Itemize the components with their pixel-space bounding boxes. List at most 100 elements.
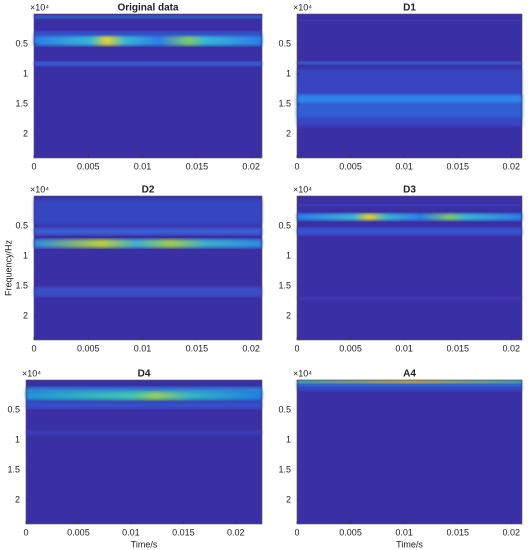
- spectrogram-band: [34, 35, 262, 46]
- spectrogram-band: [26, 387, 262, 395]
- y-tick-label: 2: [23, 128, 28, 138]
- spectrogram-band: [297, 103, 522, 118]
- panel-title: D1: [403, 3, 416, 14]
- x-axis-label: Time/s: [396, 539, 423, 549]
- spectrogram-band: [34, 15, 262, 19]
- x-tick-label: 0.02: [227, 527, 245, 537]
- plot-frame: [296, 13, 523, 159]
- x-tick-label: 0.02: [503, 343, 521, 353]
- y-tick-label: 0.5: [15, 220, 28, 230]
- x-tick-label: 0.005: [77, 343, 100, 353]
- plot-frame: [33, 195, 263, 341]
- x-tick-label: 0.01: [395, 161, 413, 171]
- y-tick-label: 0.5: [7, 404, 20, 414]
- y-tick-label: 2: [286, 310, 291, 320]
- y-tick-label: 1.5: [278, 280, 291, 290]
- x-tick-label: 0: [294, 527, 299, 537]
- plot-frame: [25, 379, 263, 525]
- spectrogram-band: [297, 19, 522, 22]
- axis-exponent: ×10⁴: [22, 368, 41, 378]
- x-tick-label: 0.015: [186, 161, 209, 171]
- panel: A4 ×10⁴ 0.5 1 1.5 2 0 0.005 0.01 0.015 0.02 Time/s: [278, 368, 523, 549]
- spectrogram-band: [297, 296, 522, 300]
- x-tick-label: 0.005: [339, 527, 362, 537]
- x-tick-label: 0: [31, 161, 36, 171]
- x-tick-label: 0.015: [446, 343, 469, 353]
- x-tick-label: 0.015: [446, 161, 469, 171]
- spectrogram-band: [297, 94, 522, 104]
- x-tick-label: 0.02: [503, 527, 521, 537]
- plot-frame: [296, 195, 523, 341]
- spectrogram-band: [297, 204, 522, 207]
- y-tick-label: 1.5: [7, 464, 20, 474]
- y-tick-label: 1.5: [278, 464, 291, 474]
- spectrogram-band: [297, 213, 522, 221]
- y-tick-label: 0.5: [278, 38, 291, 48]
- spectrogram-band: [34, 227, 262, 235]
- spectrogram-band: [297, 61, 522, 65]
- spectrogram-band: [34, 239, 262, 248]
- x-tick-label: 0: [23, 527, 28, 537]
- y-tick-label: 1.5: [15, 98, 28, 108]
- panel-title: A4: [403, 369, 416, 380]
- y-tick-label: 1: [23, 68, 28, 78]
- x-tick-label: 0.02: [242, 343, 260, 353]
- panel: D3 ×10⁴ 0.5 1 1.5 2 0 0.005 0.01 0.015 0.02: [278, 184, 523, 353]
- y-tick-label: 2: [286, 128, 291, 138]
- x-tick-label: 0.01: [395, 527, 413, 537]
- y-tick-label: 1: [23, 250, 28, 260]
- y-tick-label: 1.5: [278, 98, 291, 108]
- y-tick-label: 0.5: [278, 404, 291, 414]
- x-tick-label: 0.02: [242, 161, 260, 171]
- panel-title: D3: [403, 185, 416, 196]
- x-tick-label: 0.015: [172, 527, 195, 537]
- x-tick-label: 0.01: [134, 343, 152, 353]
- axis-exponent: ×10⁴: [293, 184, 312, 194]
- spectrogram-band: [34, 286, 262, 297]
- y-tick-label: 2: [286, 494, 291, 504]
- spectrogram-band: [34, 198, 262, 225]
- axis-exponent: ×10⁴: [30, 184, 49, 194]
- y-tick-label: 1: [286, 250, 291, 260]
- x-tick-label: 0.005: [77, 161, 100, 171]
- y-tick-label: 1: [15, 434, 20, 444]
- axis-exponent: ×10⁴: [293, 2, 312, 12]
- y-tick-label: 1: [286, 434, 291, 444]
- panel: Original data ×10⁴ 0.5 1 1.5 2 0 0.005 0.01 0.015…: [15, 2, 263, 171]
- spectrogram-band: [297, 227, 522, 235]
- x-tick-label: 0.005: [339, 161, 362, 171]
- spectrogram-background: [297, 380, 522, 524]
- spectrogram-band: [26, 401, 262, 409]
- x-tick-label: 0: [294, 161, 299, 171]
- x-tick-label: 0.01: [395, 343, 413, 353]
- y-tick-label: 0.5: [278, 220, 291, 230]
- spectrogram-band: [26, 430, 262, 435]
- x-tick-label: 0.015: [446, 527, 469, 537]
- y-tick-label: 2: [15, 494, 20, 504]
- x-tick-label: 0.005: [339, 343, 362, 353]
- axis-exponent: ×10⁴: [293, 368, 312, 378]
- y-axis-label: Frequency/Hz: [3, 239, 13, 296]
- x-tick-label: 0: [294, 343, 299, 353]
- x-tick-label: 0.005: [67, 527, 90, 537]
- x-tick-label: 0.01: [134, 161, 152, 171]
- spectrogram-band: [297, 383, 522, 387]
- panel-title: D4: [138, 369, 151, 380]
- x-tick-label: 0: [31, 343, 36, 353]
- spectrogram-band: [34, 31, 262, 36]
- y-tick-label: 2: [23, 310, 28, 320]
- panel-title: D2: [142, 185, 155, 196]
- plot-frame: [296, 379, 523, 525]
- panel: D2 ×10⁴ 0.5 1 1.5 2 0 0.005 0.01 0.015 0.02 Frequen…: [3, 184, 263, 353]
- x-axis-label: Time/s: [131, 539, 158, 549]
- axis-exponent: ×10⁴: [30, 2, 49, 12]
- y-tick-label: 1.5: [15, 280, 28, 290]
- spectrogram-band: [34, 61, 262, 66]
- spectrogram-band: [26, 391, 262, 401]
- x-tick-label: 0.02: [503, 161, 521, 171]
- plot-frame: [33, 13, 263, 159]
- x-tick-label: 0.015: [186, 343, 209, 353]
- panel-title: Original data: [117, 3, 179, 14]
